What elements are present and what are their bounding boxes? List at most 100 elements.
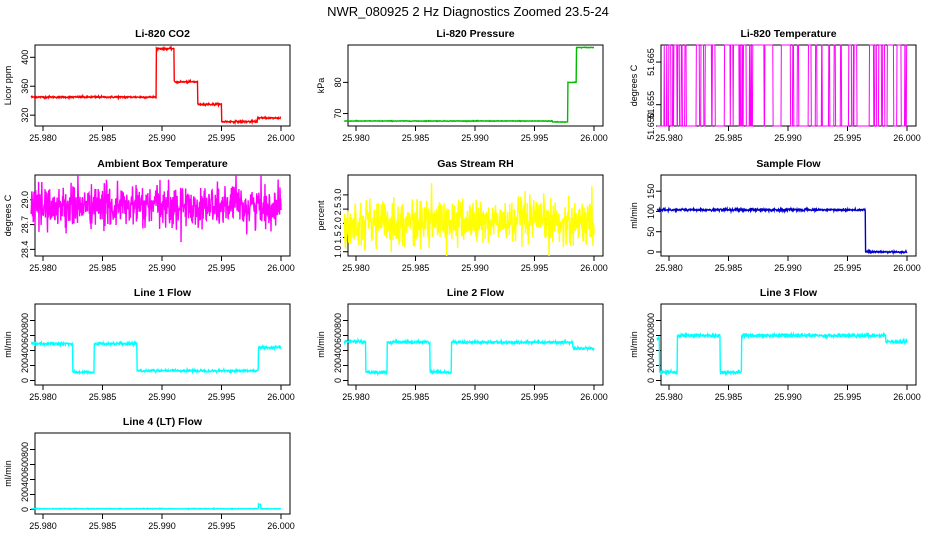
chart-box_temp: Ambient Box Temperature 25.980 25.985 25.99…	[3, 158, 295, 273]
y-axis-label: degrees C	[3, 194, 13, 236]
y-axis-label: degrees C	[629, 64, 639, 106]
data-series	[656, 331, 908, 377]
y-tick-label: 0	[20, 378, 30, 383]
plot-frame	[660, 303, 917, 386]
y-tick-label: 2.0	[333, 217, 343, 230]
x-tick-label: 25.995	[208, 263, 236, 273]
chart-line2: Line 2 Flow 25.980 25.985 25.990 25.995 26.00…	[316, 287, 608, 402]
y-tick-label: 2.5	[333, 203, 343, 216]
chart-title: Li-820 Temperature	[740, 28, 836, 40]
chart-title: Line 1 Flow	[134, 287, 192, 299]
x-tick-label: 25.990	[461, 133, 489, 143]
x-tick-label: 25.990	[774, 392, 802, 402]
x-tick-label: 25.980	[342, 133, 370, 143]
x-tick-label: 25.985	[89, 521, 117, 531]
chart-line1: Line 1 Flow 25.980 25.985 25.990 25.995 26.00…	[3, 287, 295, 402]
chart-co2: Li-820 CO2 25.980 25.985 25.990 25.995 26.000…	[3, 28, 295, 143]
x-tick-label: 26.000	[893, 392, 921, 402]
data-series	[30, 339, 282, 376]
data-series	[343, 46, 595, 124]
x-tick-label: 25.990	[148, 392, 176, 402]
chart-line3: Line 3 Flow 25.980 25.985 25.990 25.995 26.00…	[629, 287, 921, 402]
chart-title: Line 4 (LT) Flow	[123, 416, 203, 428]
y-tick-label: 100	[646, 204, 656, 219]
y-tick-label: 200	[20, 487, 30, 502]
y-tick-label: 29.0	[20, 191, 30, 209]
y-tick-label: 51.665	[646, 48, 656, 76]
y-axis-label: Licor ppm	[3, 66, 13, 106]
y-tick-label: 0	[646, 378, 656, 383]
chart-title: Gas Stream RH	[437, 158, 513, 170]
y-tick-label: 3.0	[333, 189, 343, 202]
x-tick-label: 25.980	[342, 392, 370, 402]
x-tick-label: 25.990	[774, 133, 802, 143]
y-tick-label: 51.650	[646, 112, 656, 140]
y-tick-label: 70	[333, 109, 343, 119]
x-tick-label: 25.995	[521, 392, 549, 402]
x-tick-label: 25.995	[521, 263, 549, 273]
chart-pressure: Li-820 Pressure 25.980 25.985 25.990 25.995 2…	[316, 28, 608, 143]
x-tick-label: 26.000	[267, 392, 295, 402]
chart-rh: Gas Stream RH 25.980 25.985 25.990 25.995 26.…	[316, 158, 608, 273]
x-tick-label: 25.995	[834, 263, 862, 273]
chart-title: Li-820 Pressure	[436, 28, 514, 40]
y-tick-label: 0	[20, 507, 30, 512]
y-tick-label: 28.7	[20, 216, 30, 234]
x-tick-label: 25.985	[402, 392, 430, 402]
plot-frame	[34, 44, 291, 127]
data-series	[657, 44, 908, 127]
chart-sample_flow: Sample Flow 25.980 25.985 25.990 25.995 26.00…	[629, 158, 921, 273]
x-tick-label: 25.995	[834, 133, 862, 143]
x-tick-label: 26.000	[893, 263, 921, 273]
x-tick-label: 25.980	[655, 392, 683, 402]
y-tick-label: 600	[20, 457, 30, 472]
plot-frame	[347, 44, 604, 127]
data-series	[30, 502, 282, 511]
y-tick-label: 0	[646, 249, 656, 254]
x-tick-label: 25.985	[402, 133, 430, 143]
chart-licor_temp: Li-820 Temperature 25.980 25.985 25.990 25.9…	[629, 28, 921, 143]
y-tick-label: 51.655	[646, 91, 656, 119]
y-axis-label: ml/min	[316, 331, 326, 358]
x-tick-label: 26.000	[267, 133, 295, 143]
data-series	[343, 183, 595, 257]
x-tick-label: 25.990	[461, 263, 489, 273]
y-axis-label: ml/min	[3, 331, 13, 358]
x-tick-label: 26.000	[580, 133, 608, 143]
y-tick-label: 200	[646, 358, 656, 373]
x-tick-label: 25.985	[715, 263, 743, 273]
y-tick-label: 1.5	[333, 231, 343, 244]
y-axis-label: ml/min	[3, 460, 13, 487]
chart-title: Line 3 Flow	[760, 287, 818, 299]
x-tick-label: 26.000	[893, 133, 921, 143]
data-series	[30, 44, 282, 126]
x-tick-label: 25.995	[208, 133, 236, 143]
page-title: NWR_080925 2 Hz Diagnostics Zoomed 23.5-…	[327, 4, 609, 19]
y-tick-label: 600	[646, 328, 656, 343]
x-tick-label: 26.000	[267, 521, 295, 531]
y-tick-label: 800	[646, 313, 656, 328]
x-tick-label: 25.985	[89, 133, 117, 143]
x-tick-label: 25.980	[29, 133, 57, 143]
y-tick-label: 1.0	[333, 245, 343, 258]
chart-line4: Line 4 (LT) Flow 25.980 25.985 25.990 25.995…	[3, 416, 295, 531]
plot-frame	[660, 174, 917, 257]
x-tick-label: 25.995	[208, 521, 236, 531]
chart-title: Sample Flow	[756, 158, 821, 170]
plot-frame	[34, 432, 291, 515]
y-tick-label: 360	[20, 79, 30, 94]
x-tick-label: 25.995	[521, 133, 549, 143]
y-axis-label: ml/min	[629, 202, 639, 229]
x-tick-label: 26.000	[580, 263, 608, 273]
y-tick-label: 400	[646, 343, 656, 358]
x-tick-label: 25.990	[148, 133, 176, 143]
x-tick-label: 25.985	[715, 392, 743, 402]
x-tick-label: 26.000	[580, 392, 608, 402]
y-tick-label: 600	[333, 328, 343, 343]
chart-title: Li-820 CO2	[135, 28, 190, 40]
x-tick-label: 25.980	[29, 521, 57, 531]
y-tick-label: 400	[333, 343, 343, 358]
x-tick-label: 25.995	[834, 392, 862, 402]
y-tick-label: 400	[20, 50, 30, 65]
x-tick-label: 25.980	[342, 263, 370, 273]
